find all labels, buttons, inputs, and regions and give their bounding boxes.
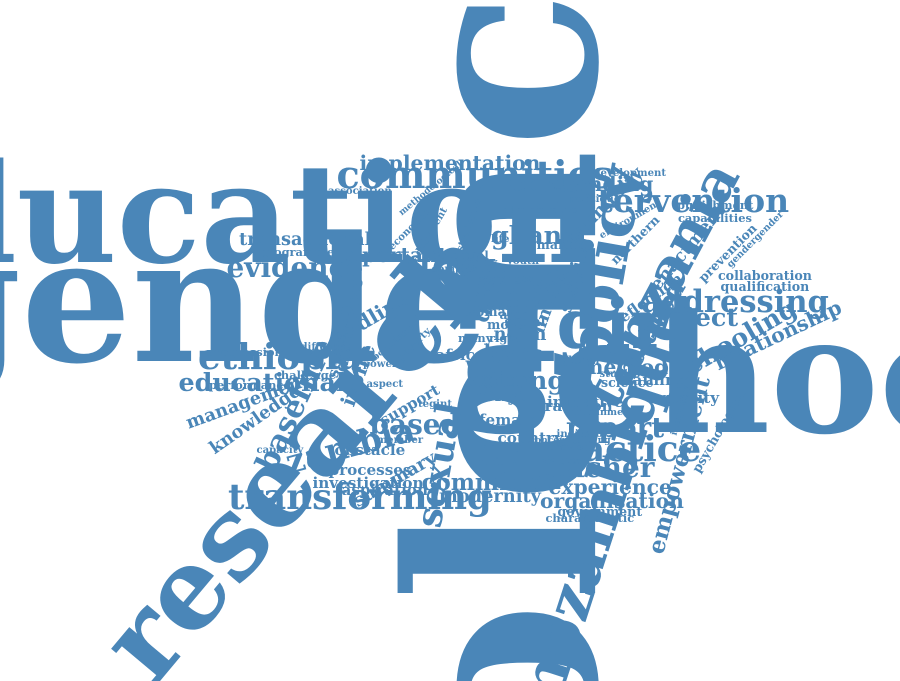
word-capacity: capacity [257, 446, 304, 456]
word-aspect: aspect [367, 380, 404, 390]
word-power: power [363, 360, 397, 370]
word-life: life [491, 235, 509, 245]
word-right: right [489, 333, 521, 344]
word-policies: policies [540, 457, 581, 467]
word-attainment: attainment [575, 408, 635, 418]
word-member: member [377, 436, 424, 446]
word-modernity: modernity [439, 488, 541, 506]
word-global: global [560, 355, 600, 366]
word-qualification: qualification [721, 281, 810, 294]
word-different: different [301, 343, 350, 353]
word-progression: progression [207, 347, 283, 358]
word-development: development [594, 169, 667, 179]
word-national: national [477, 458, 524, 468]
word-making: making [537, 239, 590, 252]
word-capabilities: capabilities [678, 213, 752, 224]
word-association: association [328, 187, 392, 197]
word-project: project [638, 305, 739, 330]
word-social: social [505, 316, 546, 329]
word-challenge: challenge [274, 370, 336, 381]
word-complex: complex [432, 265, 479, 275]
word-tegint: tegint [418, 400, 452, 410]
word-planning: planning [473, 443, 521, 453]
word-female: female [479, 413, 537, 428]
word-aspiration: aspiration [342, 483, 429, 498]
word-punishment: punishment [677, 200, 753, 211]
word-characteristic: characteristic [546, 513, 635, 524]
word-conceptualising: conceptualising [530, 436, 611, 445]
word-africa: africa [436, 348, 485, 363]
word-young: young [497, 297, 540, 310]
word-youth: youth [507, 257, 539, 267]
word-administrative: administrative [503, 206, 577, 215]
word-politique: politique [570, 195, 621, 205]
word-many: many [458, 333, 492, 344]
word-studies: studies [600, 370, 641, 380]
word-marriages: marriages [477, 275, 534, 285]
word-programme: programme [260, 247, 334, 258]
